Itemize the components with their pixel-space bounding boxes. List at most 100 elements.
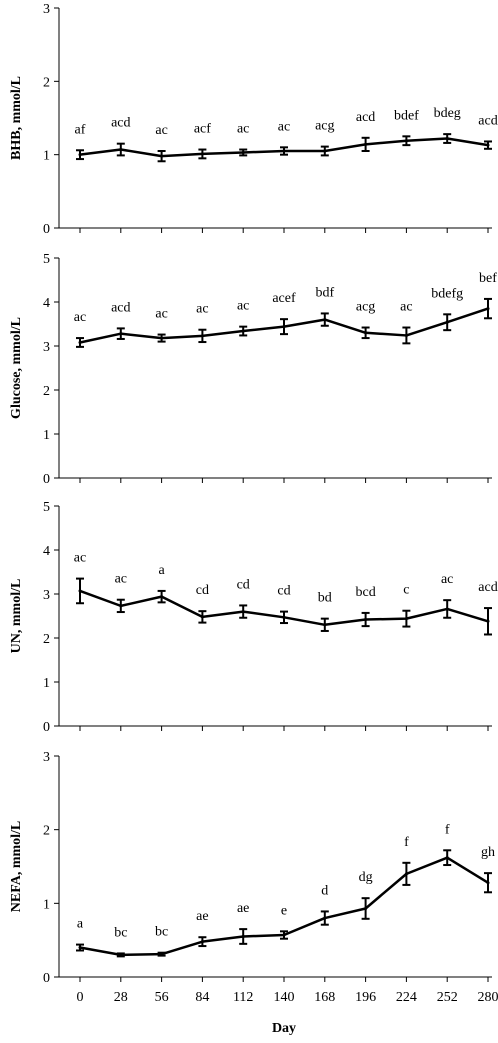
significance-label: c: [403, 583, 409, 598]
y-tick-label: 2: [43, 632, 50, 647]
y-tick-label: 1: [43, 897, 50, 912]
significance-label: cd: [237, 577, 250, 592]
data-point: [160, 336, 164, 340]
data-point: [119, 332, 123, 336]
x-tick-label: 28: [114, 990, 128, 1005]
data-point: [200, 152, 204, 156]
data-point: [323, 623, 327, 627]
y-tick-label: 4: [43, 296, 50, 311]
data-point: [364, 331, 368, 335]
x-tick-label: 56: [155, 990, 169, 1005]
data-point: [404, 617, 408, 621]
data-point: [160, 595, 164, 599]
data-point: [323, 149, 327, 153]
data-point: [404, 139, 408, 143]
y-tick-label: 0: [43, 472, 50, 487]
data-point: [200, 615, 204, 619]
x-tick-label: 112: [233, 990, 253, 1005]
y-axis-label: UN, mmol/L: [9, 579, 24, 654]
data-point: [282, 325, 286, 329]
x-axis-label: Day: [272, 1021, 296, 1036]
significance-label: ac: [74, 310, 86, 325]
x-tick-label: 224: [396, 990, 417, 1005]
y-tick-label: 3: [43, 588, 50, 603]
data-point: [160, 154, 164, 158]
significance-label: ac: [278, 119, 290, 134]
data-point: [323, 318, 327, 322]
significance-label: ae: [196, 909, 208, 924]
data-point: [241, 934, 245, 938]
y-tick-label: 0: [43, 720, 50, 735]
y-axis-label: Glucose, mmol/L: [9, 317, 24, 419]
data-point: [78, 589, 82, 593]
y-tick-label: 3: [43, 340, 50, 355]
panel-1: 0 1 2 3 BHB, mmol/L af acd ac acf ac ac acg acd bdef b…: [9, 2, 498, 237]
y-tick-label: 1: [43, 149, 50, 164]
significance-label: bef: [479, 271, 497, 286]
significance-label: bdeg: [434, 106, 461, 121]
data-point: [119, 953, 123, 957]
data-point: [486, 619, 490, 623]
y-axis-label: NEFA, mmol/L: [9, 821, 24, 913]
significance-label: ac: [155, 123, 167, 138]
significance-label: acd: [478, 113, 497, 128]
x-tick-label: 280: [478, 990, 498, 1005]
data-point: [364, 906, 368, 910]
data-point: [119, 148, 123, 152]
data-point: [241, 329, 245, 333]
significance-label: acef: [272, 291, 296, 306]
y-tick-label: 3: [43, 750, 50, 765]
panel-2: 0 1 2 3 4 5 Glucose, mmol/L ac acd ac ac ac acef bdf a…: [9, 252, 497, 487]
data-point: [200, 940, 204, 944]
x-tick-label: 84: [195, 990, 209, 1005]
data-point: [323, 916, 327, 920]
significance-label: bc: [114, 925, 127, 940]
y-axis-label: BHB, mmol/L: [9, 76, 24, 160]
x-tick-label: 196: [355, 990, 376, 1005]
significance-label: acd: [478, 580, 497, 595]
y-tick-label: 0: [43, 222, 50, 237]
y-tick-label: 2: [43, 384, 50, 399]
significance-label: bdf: [315, 285, 334, 300]
significance-label: dg: [359, 870, 373, 885]
significance-label: acg: [315, 119, 334, 134]
significance-label: ac: [115, 572, 127, 587]
data-point: [78, 153, 82, 157]
data-point: [78, 340, 82, 344]
significance-label: f: [404, 835, 409, 850]
y-tick-label: 2: [43, 75, 50, 90]
data-point: [486, 143, 490, 147]
significance-label: ac: [400, 300, 412, 315]
data-point: [241, 150, 245, 154]
significance-label: bdefg: [431, 286, 463, 301]
data-point: [364, 142, 368, 146]
x-tick-label: 0: [77, 990, 84, 1005]
significance-label: gh: [481, 845, 495, 860]
significance-label: ac: [237, 122, 249, 137]
y-tick-label: 2: [43, 824, 50, 839]
significance-label: ac: [237, 299, 249, 314]
significance-label: acg: [356, 300, 375, 315]
y-tick-label: 0: [43, 971, 50, 986]
data-point: [78, 946, 82, 950]
significance-label: af: [75, 122, 86, 137]
significance-label: bd: [318, 591, 332, 606]
significance-label: ac: [441, 572, 453, 587]
significance-label: acd: [356, 110, 375, 125]
x-tick-label: 252: [437, 990, 458, 1005]
data-point: [445, 137, 449, 141]
x-tick-label: 140: [274, 990, 295, 1005]
data-point: [404, 333, 408, 337]
significance-label: bcd: [355, 585, 375, 600]
significance-label: e: [281, 903, 287, 918]
panel-4: 0 1 2 3 0 28 56 84 112 140 168 196 224 252 280 NEFA, mm…: [9, 750, 498, 1005]
y-tick-label: 3: [43, 2, 50, 17]
significance-label: ac: [74, 551, 86, 566]
data-point: [486, 307, 490, 311]
significance-label: ac: [196, 302, 208, 317]
data-point: [445, 320, 449, 324]
data-point: [445, 856, 449, 860]
